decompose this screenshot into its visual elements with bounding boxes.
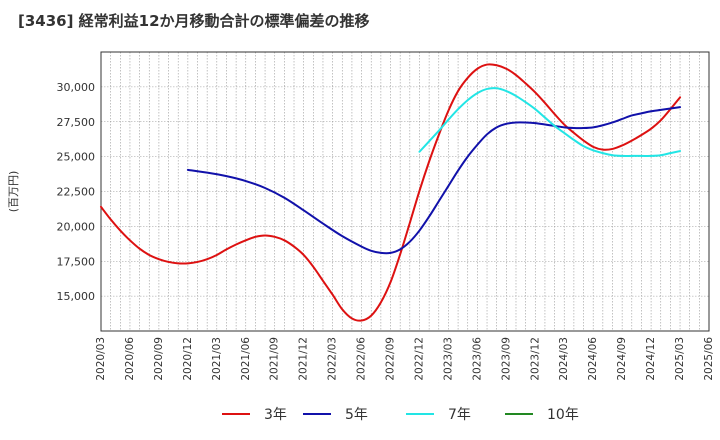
legend: 3年 5年 7年 10年 — [222, 407, 579, 423]
x-tick-label: 2023/06 — [471, 337, 483, 381]
legend-label: 3年 — [264, 407, 287, 423]
legend-item: 3年 — [222, 407, 287, 423]
y-axis-label: (百万円) — [7, 171, 20, 213]
legend-label: 7年 — [448, 407, 471, 423]
legend-item: 5年 — [303, 407, 368, 423]
series-line-5年 — [186, 106, 682, 255]
x-tick-label: 2024/03 — [558, 337, 570, 381]
x-tick-label: 2021/03 — [211, 337, 223, 381]
series-line-3年 — [100, 63, 682, 322]
plot-frame — [100, 51, 710, 332]
x-tick-label: 2020/12 — [182, 337, 194, 381]
x-tick-label: 2025/03 — [674, 337, 686, 381]
y-tick-label: 22,500 — [57, 186, 96, 199]
x-tick-label: 2021/12 — [298, 337, 310, 381]
y-tick-label: 15,000 — [57, 290, 96, 303]
y-tick-label: 20,000 — [57, 220, 96, 233]
chart-title: [3436] 経常利益12か月移動合計の標準偏差の推移 — [18, 12, 370, 30]
x-tick-label: 2021/06 — [240, 337, 252, 381]
x-tick-label: 2023/03 — [442, 337, 454, 381]
series-lines — [100, 63, 682, 322]
legend-item: 10年 — [505, 407, 579, 423]
y-tick-label: 17,500 — [57, 255, 96, 268]
y-tick-label: 25,000 — [57, 151, 96, 164]
grid — [100, 52, 710, 331]
x-tick-label: 2022/09 — [385, 337, 397, 381]
x-tick-label: 2022/12 — [413, 337, 425, 381]
x-tick-label: 2022/03 — [327, 337, 339, 381]
y-tick-label: 27,500 — [57, 116, 96, 129]
y-tick-label: 30,000 — [57, 81, 96, 94]
x-tick-label: 2023/12 — [529, 337, 541, 381]
legend-item: 7年 — [406, 407, 471, 423]
x-tick-label: 2022/06 — [356, 337, 368, 381]
x-tick-label: 2025/06 — [703, 337, 715, 381]
series-line-7年 — [418, 87, 682, 157]
x-tick-label: 2020/09 — [153, 337, 165, 381]
x-tick-label: 2020/03 — [95, 337, 107, 381]
x-tick-label: 2020/06 — [124, 337, 136, 381]
x-tick-label: 2021/09 — [269, 337, 281, 381]
x-tick-label: 2024/12 — [645, 337, 657, 381]
x-tick-label: 2023/09 — [500, 337, 512, 381]
legend-label: 10年 — [547, 407, 579, 423]
x-tick-label: 2024/06 — [587, 337, 599, 381]
x-tick-label: 2024/09 — [616, 337, 628, 381]
axes: 15,000 17,500 20,000 22,500 25,000 27,500 30,0… — [7, 51, 715, 381]
legend-label: 5年 — [345, 407, 368, 423]
